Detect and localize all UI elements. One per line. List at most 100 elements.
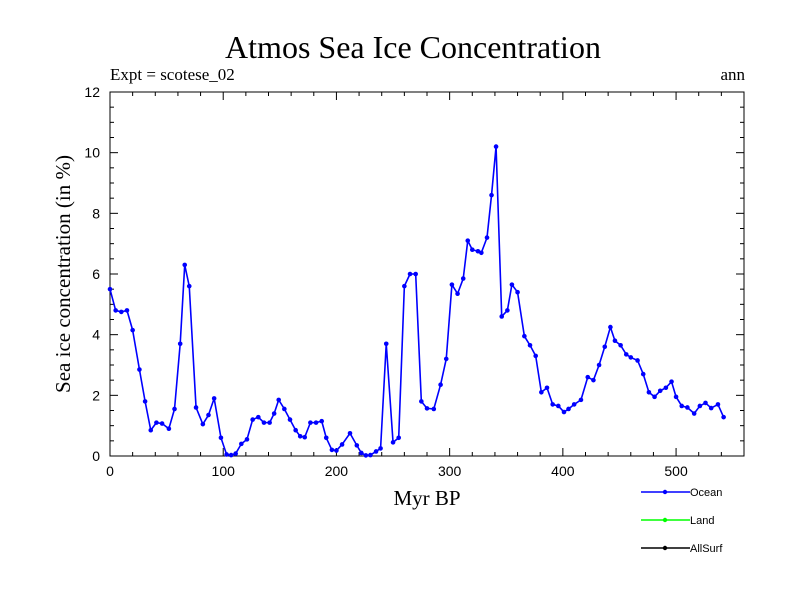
data-point <box>544 385 550 391</box>
x-tick-label: 100 <box>212 463 236 479</box>
data-point <box>224 452 229 457</box>
x-tick-label: 200 <box>325 463 349 479</box>
y-tick-label: 2 <box>92 387 100 403</box>
experiment-label: Expt = scotese_02 <box>110 65 235 84</box>
data-point <box>193 405 199 410</box>
data-point <box>186 283 192 289</box>
data-point <box>499 314 505 319</box>
data-point <box>515 289 520 295</box>
data-point <box>652 394 657 400</box>
data-point <box>438 382 443 388</box>
data-point <box>130 327 135 333</box>
data-point <box>308 420 313 425</box>
data-point <box>206 412 211 418</box>
data-point <box>539 390 544 395</box>
legend-label: AllSurf <box>690 543 723 555</box>
data-point <box>443 356 449 362</box>
x-axis-label: Myr BP <box>393 486 460 510</box>
legend: Ocean Land AllSurf <box>641 487 723 555</box>
data-point <box>708 405 714 411</box>
data-point <box>424 406 430 411</box>
data-point <box>383 341 389 347</box>
data-point <box>334 448 339 453</box>
y-tick-label: 8 <box>92 205 100 221</box>
y-tick-label: 4 <box>92 327 100 343</box>
data-point <box>431 406 437 412</box>
data-point <box>200 421 206 427</box>
data-point <box>182 262 188 268</box>
data-point <box>691 411 697 416</box>
data-point <box>455 291 460 297</box>
data-point <box>267 420 272 425</box>
data-point <box>556 403 561 409</box>
data-point <box>505 308 510 313</box>
legend-label: Land <box>690 515 714 527</box>
data-point <box>239 441 244 447</box>
data-point <box>635 358 640 363</box>
data-point <box>669 379 674 384</box>
data-point <box>297 433 303 439</box>
data-point <box>596 362 602 368</box>
y-axis: 0 2 4 6 8 10 12 <box>84 84 744 464</box>
data-point <box>628 355 634 360</box>
data-point <box>211 396 217 401</box>
data-point <box>493 144 499 149</box>
data-point <box>228 452 234 458</box>
x-tick-label: 400 <box>551 463 575 479</box>
data-point <box>413 271 418 277</box>
data-point <box>313 420 319 425</box>
data-point <box>339 442 345 447</box>
data-point <box>402 283 407 289</box>
data-point <box>522 333 527 339</box>
y-axis-label: Sea ice concentration (in %) <box>51 155 75 393</box>
data-point <box>721 414 726 420</box>
data-point <box>585 374 591 380</box>
data-point <box>640 371 646 377</box>
data-point <box>302 434 308 440</box>
data-point <box>591 377 596 383</box>
data-point <box>479 250 484 256</box>
data-point <box>107 286 113 292</box>
data-point <box>550 402 555 407</box>
y-tick-label: 0 <box>92 448 100 464</box>
data-point <box>354 443 360 448</box>
data-point <box>566 406 571 412</box>
data-point <box>673 394 679 400</box>
data-point <box>159 421 165 426</box>
y-tick-label: 12 <box>84 84 100 100</box>
legend-item-land: Land <box>641 515 714 527</box>
data-point <box>460 276 466 281</box>
data-point <box>218 435 224 441</box>
series-layer <box>107 144 726 458</box>
legend-label: Ocean <box>690 487 722 499</box>
legend-item-allsurf: AllSurf <box>641 543 723 555</box>
data-point <box>142 399 148 404</box>
plot-frame <box>109 91 745 457</box>
data-point <box>396 435 402 441</box>
y-tick-label: 6 <box>92 266 100 282</box>
data-point <box>484 235 490 240</box>
data-point <box>646 390 652 395</box>
data-point <box>233 451 238 456</box>
data-point <box>602 344 608 350</box>
data-point <box>256 414 261 420</box>
data-point <box>527 342 533 348</box>
x-tick-label: 0 <box>106 463 114 479</box>
data-point <box>663 385 669 391</box>
data-point <box>618 342 623 348</box>
y-tick-label: 10 <box>84 145 100 161</box>
data-point <box>124 308 130 313</box>
data-point <box>154 420 159 425</box>
data-point <box>509 282 515 287</box>
data-point <box>533 353 538 359</box>
data-point <box>244 437 250 442</box>
data-point <box>282 406 287 412</box>
data-point <box>323 435 329 441</box>
data-point <box>368 452 373 458</box>
data-point <box>449 282 455 287</box>
data-point <box>657 388 663 394</box>
data-point <box>347 430 353 436</box>
data-point <box>148 427 154 433</box>
